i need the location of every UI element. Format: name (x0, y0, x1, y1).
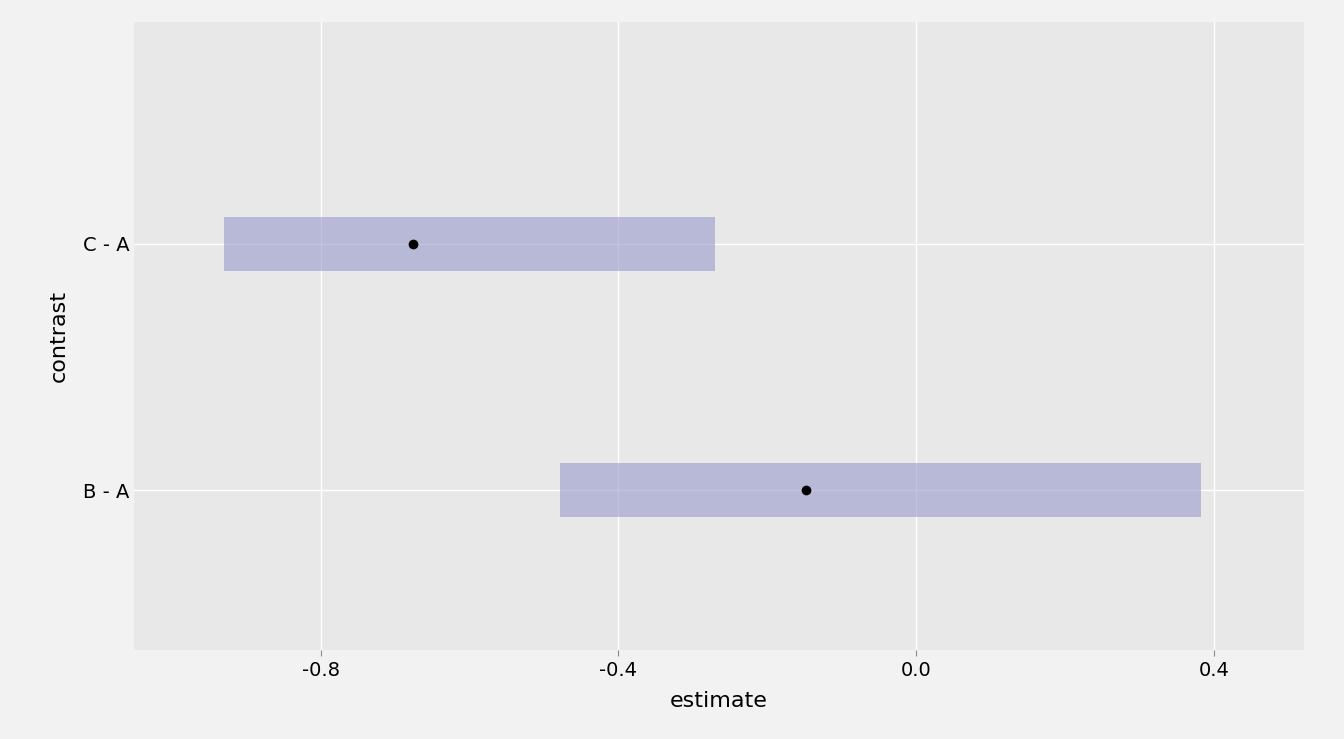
Bar (223, 217, 715, 271)
Bar (560, 463, 1202, 517)
Y-axis label: contrast: contrast (48, 290, 69, 382)
X-axis label: estimate: estimate (671, 691, 767, 711)
